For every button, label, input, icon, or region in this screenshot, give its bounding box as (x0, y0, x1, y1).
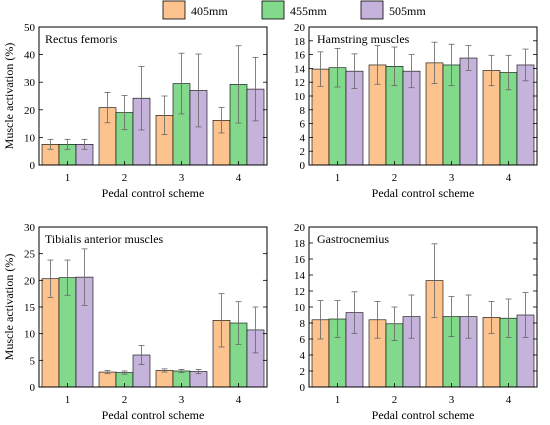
y-tick-label: 2 (300, 146, 306, 158)
x-tick-label: 1 (335, 394, 341, 406)
y-axis-label: Muscle activation (%) (2, 254, 16, 361)
x-tick-label: 2 (392, 394, 398, 406)
x-axis-label: Pedal control scheme (372, 408, 475, 422)
x-tick-label: 3 (449, 394, 455, 406)
y-tick-label: 5 (30, 355, 36, 367)
y-axis-label: Muscle activation (%) (2, 43, 16, 150)
y-tick-label: 12 (294, 77, 305, 89)
y-tick-label: 4 (300, 350, 306, 362)
y-tick-label: 10 (294, 302, 306, 314)
y-tick-label: 6 (300, 334, 306, 346)
y-tick-label: 6 (300, 119, 306, 131)
y-tick-label: 15 (24, 302, 36, 314)
legend-swatch-405mm (162, 0, 186, 20)
x-tick-label: 1 (65, 394, 71, 406)
y-tick-label: 0 (300, 382, 306, 394)
x-axis-label: Pedal control scheme (372, 186, 475, 200)
x-tick-label: 3 (179, 394, 185, 406)
y-tick-label: 0 (30, 382, 36, 394)
y-tick-label: 10 (294, 91, 306, 103)
y-tick-label: 20 (24, 105, 36, 117)
bar-505mm-scheme-3 (459, 57, 478, 166)
x-tick-label: 2 (122, 394, 128, 406)
plot-frame (38, 26, 268, 166)
legend-label-505mm: 505mm (389, 4, 426, 18)
y-tick-label: 10 (24, 132, 36, 144)
y-tick-label: 25 (24, 249, 36, 261)
legend-label-455mm: 455mm (290, 4, 327, 18)
legend-label-405mm: 405mm (191, 4, 228, 18)
chart-panel-1: 0 10 20 30 40 50 1 2 3 4 Rectus femoris Pedal contr… (2, 22, 268, 200)
legend-swatch-455mm (261, 0, 285, 20)
y-tick-label: 8 (300, 105, 306, 117)
y-tick-label: 20 (294, 22, 306, 34)
legend: 405mm 455mm 505mm (162, 0, 426, 20)
x-axis-label: Pedal control scheme (102, 186, 205, 200)
bar-405mm-scheme-2 (98, 371, 117, 388)
y-tick-label: 12 (294, 286, 305, 298)
x-tick-label: 2 (392, 172, 398, 184)
y-tick-label: 50 (24, 22, 36, 34)
y-tick-label: 14 (294, 63, 306, 75)
y-tick-label: 10 (24, 329, 36, 341)
y-tick-label: 18 (294, 36, 306, 48)
panel-title: Hamstring muscles (317, 32, 410, 46)
y-tick-label: 30 (24, 222, 36, 234)
x-axis-label: Pedal control scheme (102, 408, 205, 422)
x-tick-label: 1 (335, 172, 341, 184)
panel-title: Rectus femoris (45, 32, 118, 46)
y-tick-label: 14 (294, 270, 306, 282)
y-tick-label: 4 (300, 132, 306, 144)
panel-title: Tibialis anterior muscles (45, 232, 164, 246)
bar-405mm-scheme-3 (155, 370, 174, 388)
y-tick-label: 8 (300, 318, 306, 330)
y-tick-label: 16 (294, 254, 306, 266)
x-tick-label: 3 (179, 172, 185, 184)
y-tick-label: 20 (294, 222, 306, 234)
x-tick-label: 3 (449, 172, 455, 184)
x-tick-label: 4 (506, 394, 512, 406)
x-tick-label: 1 (65, 172, 71, 184)
y-tick-label: 20 (24, 275, 36, 287)
y-tick-label: 0 (30, 160, 36, 172)
y-tick-label: 0 (300, 160, 306, 172)
x-tick-label: 2 (122, 172, 128, 184)
y-tick-label: 40 (24, 50, 36, 62)
y-tick-label: 16 (294, 50, 306, 62)
x-tick-label: 4 (236, 172, 242, 184)
panel-title: Gastrocnemius (317, 232, 389, 246)
legend-swatch-505mm (360, 0, 384, 20)
y-tick-label: 2 (300, 366, 306, 378)
x-tick-label: 4 (236, 394, 242, 406)
y-tick-label: 30 (24, 77, 36, 89)
chart-panel-3: 0 5 10 15 20 25 30 1 2 3 4 Tibialis anterior muscle… (2, 222, 268, 422)
x-tick-label: 4 (506, 172, 512, 184)
y-tick-label: 18 (294, 238, 306, 250)
